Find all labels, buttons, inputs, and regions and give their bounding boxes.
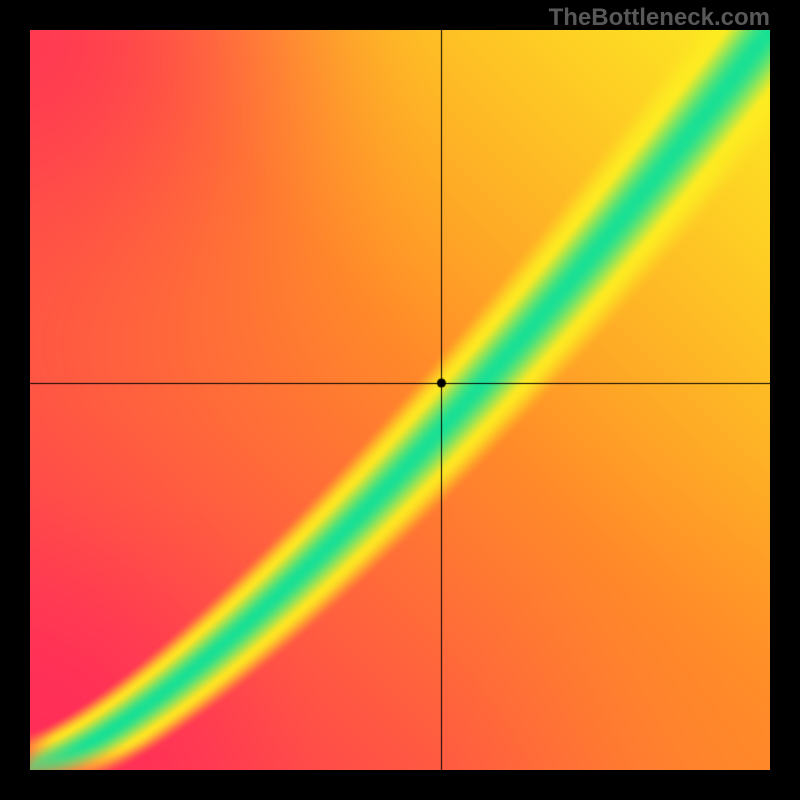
watermark-text: TheBottleneck.com — [549, 4, 770, 32]
chart-container: TheBottleneck.com — [0, 0, 800, 800]
bottleneck-heatmap — [30, 30, 770, 770]
